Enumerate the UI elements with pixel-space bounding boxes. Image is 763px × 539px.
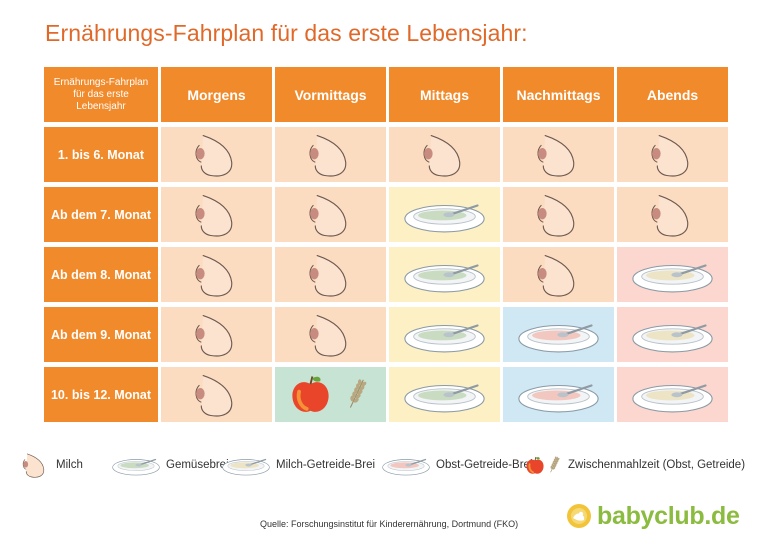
legend-item-milch-getreide-brei: Milch-Getreide-Brei: [220, 446, 375, 484]
meal-cell-milch: [275, 127, 386, 182]
obst-getreide-brei-icon: [382, 458, 430, 476]
row-label: 1. bis 6. Monat: [44, 127, 158, 182]
column-header-vormittags: Vormittags: [275, 67, 386, 122]
column-header-nachmittags: Nachmittags: [503, 67, 614, 122]
milch-icon: [309, 135, 347, 177]
milch-icon: [22, 453, 45, 478]
legend-item-obst-getreide-brei: Obst-Getreide-Brei: [380, 446, 533, 484]
milch-icon: [537, 195, 575, 237]
column-header-abends: Abends: [617, 67, 728, 122]
column-header-morgens: Morgens: [161, 67, 272, 122]
milch-icon: [309, 255, 347, 297]
row-label: 10. bis 12. Monat: [44, 367, 158, 422]
milch-icon: [651, 195, 689, 237]
meal-cell-milch: [617, 127, 728, 182]
meal-cell-milch: [161, 247, 272, 302]
page-title: Ernährungs-Fahrplan für das erste Lebens…: [45, 20, 528, 46]
milch-icon: [195, 135, 233, 177]
milch-icon: [423, 135, 461, 177]
meal-cell-gemuesebrei: [389, 307, 500, 362]
meal-cell-milch: [503, 187, 614, 242]
meal-cell-milch-getreide-brei: [617, 247, 728, 302]
legend-label: Milch-Getreide-Brei: [276, 459, 376, 471]
meal-cell-milch-getreide-brei: [617, 367, 728, 422]
milch-icon: [195, 315, 233, 357]
legend-item-zwischenmahlzeit: Zwischenmahlzeit (Obst, Getreide): [524, 446, 745, 484]
gemuesebrei-icon: [404, 384, 485, 413]
gemuesebrei-icon: [404, 204, 485, 233]
milch-icon: [537, 255, 575, 297]
milch-icon: [195, 255, 233, 297]
row-label: Ab dem 8. Monat: [44, 247, 158, 302]
milch-getreide-brei-icon: [632, 384, 713, 413]
table-corner-label: Ernährungs-Fahrplan für das erste Lebens…: [44, 67, 158, 122]
meal-cell-milch: [161, 187, 272, 242]
zwischenmahlzeit-icon: [292, 376, 367, 412]
milch-icon: [651, 135, 689, 177]
legend-item-milch: Milch: [18, 446, 83, 484]
brand-name: babyclub.de: [597, 501, 740, 530]
gemuesebrei-icon: [112, 458, 160, 476]
source-note: Quelle: Forschungsinstitut für Kinderern…: [260, 519, 519, 529]
milch-getreide-brei-icon: [222, 458, 270, 476]
meal-cell-gemuesebrei: [389, 367, 500, 422]
meal-cell-gemuesebrei: [389, 247, 500, 302]
meal-cell-milch: [617, 187, 728, 242]
meal-cell-milch: [503, 247, 614, 302]
meal-cell-milch: [389, 127, 500, 182]
legend-label: Milch: [56, 459, 83, 471]
meal-cell-milch: [275, 247, 386, 302]
meal-cell-milch: [275, 187, 386, 242]
milch-icon: [537, 135, 575, 177]
row-label: Ab dem 9. Monat: [44, 307, 158, 362]
gemuesebrei-icon: [404, 264, 485, 293]
legend: Milch Gemüsebrei Milch-Getreide-Brei Obst-G…: [18, 446, 758, 484]
meal-cell-obst-getreide-brei: [503, 307, 614, 362]
obst-getreide-brei-icon: [518, 324, 599, 353]
milch-icon: [195, 195, 233, 237]
gemuesebrei-icon: [404, 324, 485, 353]
legend-label: Gemüsebrei: [166, 459, 229, 471]
meal-cell-milch: [161, 127, 272, 182]
milch-icon: [309, 315, 347, 357]
row-label: Ab dem 7. Monat: [44, 187, 158, 242]
column-header-mittags: Mittags: [389, 67, 500, 122]
meal-cell-obst-getreide-brei: [503, 367, 614, 422]
obst-getreide-brei-icon: [518, 384, 599, 413]
meal-cell-milch: [275, 307, 386, 362]
brand-logo[interactable]: babyclub.de: [566, 497, 740, 535]
meal-cell-gemuesebrei: [389, 187, 500, 242]
milch-getreide-brei-icon: [632, 324, 713, 353]
milch-icon: [309, 195, 347, 237]
babyclub-logo-icon: [567, 504, 591, 528]
meal-cell-milch: [161, 307, 272, 362]
zwischenmahlzeit-icon: [526, 456, 560, 474]
milch-icon: [195, 375, 233, 417]
milch-getreide-brei-icon: [632, 264, 713, 293]
legend-label: Obst-Getreide-Brei: [436, 459, 533, 471]
meal-cell-milch-getreide-brei: [617, 307, 728, 362]
meal-cell-zwischenmahlzeit: [275, 367, 386, 422]
meal-cell-milch: [161, 367, 272, 422]
meal-cell-milch: [503, 127, 614, 182]
legend-item-gemuesebrei: Gemüsebrei: [110, 446, 229, 484]
feeding-schedule-table: Ernährungs-Fahrplan für das erste Lebens…: [44, 67, 728, 422]
legend-label: Zwischenmahlzeit (Obst, Getreide): [568, 459, 746, 471]
